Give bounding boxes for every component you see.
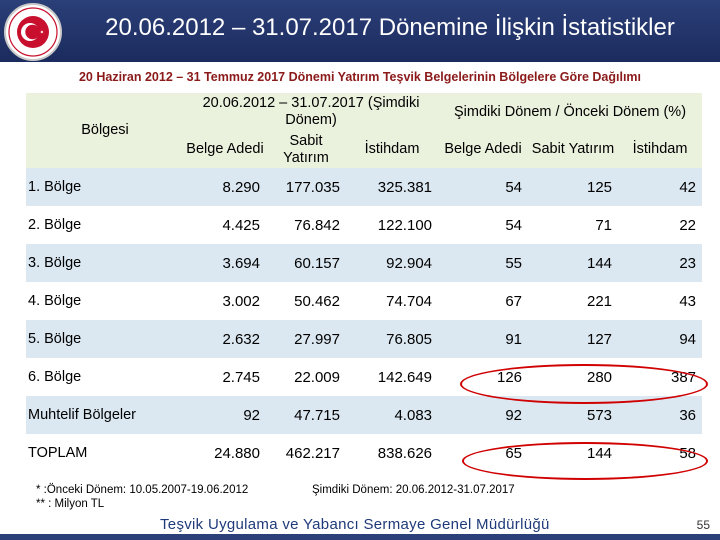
cell-p-istihdam: 23 <box>618 244 703 282</box>
cell-belge: 8.290 <box>184 168 266 206</box>
cell-p-belge: 55 <box>438 244 529 282</box>
cell-p-belge: 67 <box>438 282 529 320</box>
table-row: Muhtelif Bölgeler 92 47.715 4.083 92 573 36 <box>26 396 703 434</box>
cell-sabit: 76.842 <box>266 206 346 244</box>
footnote-unit: ** : Milyon TL <box>36 498 105 510</box>
col-sabit-header: Sabit Yatırım <box>266 131 346 168</box>
table-row: 2. Bölge 4.425 76.842 122.100 54 71 22 <box>26 206 703 244</box>
cell-sabit: 177.035 <box>266 168 346 206</box>
cell-p-sabit: 125 <box>528 168 619 206</box>
table-row: 5. Bölge 2.632 27.997 76.805 91 127 94 <box>26 320 703 358</box>
cell-p-istihdam: 42 <box>618 168 703 206</box>
page-title: 20.06.2012 – 31.07.2017 Dönemine İlişkin… <box>105 14 675 41</box>
statistics-table: Bölgesi 20.06.2012 – 31.07.2017 (Şimdiki… <box>26 93 703 472</box>
header-bar: 20.06.2012 – 31.07.2017 Dönemine İlişkin… <box>0 0 720 62</box>
ministry-logo-icon <box>4 3 62 61</box>
cell-belge: 2.632 <box>184 320 266 358</box>
cell-p-belge: 54 <box>438 206 529 244</box>
cell-belge: 2.745 <box>184 358 266 396</box>
cell-p-belge: 65 <box>438 434 529 472</box>
cell-region: 4. Bölge <box>26 282 184 320</box>
cell-p-sabit: 144 <box>528 244 619 282</box>
cell-belge: 4.425 <box>184 206 266 244</box>
cell-sabit: 47.715 <box>266 396 346 434</box>
cell-p-sabit: 71 <box>528 206 619 244</box>
cell-sabit: 50.462 <box>266 282 346 320</box>
cell-p-istihdam: 58 <box>618 434 703 472</box>
cell-sabit: 462.217 <box>266 434 346 472</box>
cell-p-istihdam: 36 <box>618 396 703 434</box>
cell-region: 3. Bölge <box>26 244 184 282</box>
table-row: TOPLAM 24.880 462.217 838.626 65 144 58 <box>26 434 703 472</box>
footnote-previous-period: * :Önceki Dönem: 10.05.2007-19.06.2012 <box>36 484 249 496</box>
cell-istihdam: 74.704 <box>346 282 439 320</box>
cell-istihdam: 838.626 <box>346 434 439 472</box>
cell-region: TOPLAM <box>26 434 184 472</box>
footer-title: Teşvik Uygulama ve Yabancı Sermaye Genel… <box>160 516 550 533</box>
cell-sabit: 60.157 <box>266 244 346 282</box>
cell-istihdam: 76.805 <box>346 320 439 358</box>
footnote-current-period: Şimdiki Dönem: 20.06.2012-31.07.2017 <box>312 484 515 496</box>
table-row: 6. Bölge 2.745 22.009 142.649 126 280 387 <box>26 358 703 396</box>
cell-istihdam: 122.100 <box>346 206 439 244</box>
cell-p-belge: 92 <box>438 396 529 434</box>
footer-bar <box>0 534 720 540</box>
cell-p-istihdam: 387 <box>618 358 703 396</box>
region-header: Bölgesi <box>26 93 184 168</box>
col-p-belge-header: Belge Adedi <box>438 131 529 168</box>
cell-p-sabit: 221 <box>528 282 619 320</box>
cell-istihdam: 142.649 <box>346 358 439 396</box>
table-row: 1. Bölge 8.290 177.035 325.381 54 125 42 <box>26 168 703 206</box>
cell-p-istihdam: 22 <box>618 206 703 244</box>
col-p-istihdam-header: İstihdam <box>618 131 703 168</box>
cell-region: Muhtelif Bölgeler <box>26 396 184 434</box>
cell-p-sabit: 280 <box>528 358 619 396</box>
statistics-table-body: 1. Bölge 8.290 177.035 325.381 54 125 42 2. Böl… <box>26 168 703 472</box>
cell-region: 5. Bölge <box>26 320 184 358</box>
cell-p-belge: 126 <box>438 358 529 396</box>
cell-p-istihdam: 43 <box>618 282 703 320</box>
cell-belge: 24.880 <box>184 434 266 472</box>
col-istihdam-header: İstihdam <box>346 131 439 168</box>
cell-belge: 92 <box>184 396 266 434</box>
cell-belge: 3.002 <box>184 282 266 320</box>
cell-region: 6. Bölge <box>26 358 184 396</box>
current-period-header: 20.06.2012 – 31.07.2017 (Şimdiki Dönem) <box>184 93 439 131</box>
cell-istihdam: 4.083 <box>346 396 439 434</box>
page-number: 55 <box>696 518 710 532</box>
col-p-sabit-header: Sabit Yatırım <box>528 131 619 168</box>
table-row: 3. Bölge 3.694 60.157 92.904 55 144 23 <box>26 244 703 282</box>
cell-p-belge: 91 <box>438 320 529 358</box>
cell-region: 2. Bölge <box>26 206 184 244</box>
cell-p-istihdam: 94 <box>618 320 703 358</box>
cell-p-belge: 54 <box>438 168 529 206</box>
table-row: 4. Bölge 3.002 50.462 74.704 67 221 43 <box>26 282 703 320</box>
cell-istihdam: 92.904 <box>346 244 439 282</box>
cell-belge: 3.694 <box>184 244 266 282</box>
cell-p-sabit: 144 <box>528 434 619 472</box>
cell-sabit: 27.997 <box>266 320 346 358</box>
cell-p-sabit: 573 <box>528 396 619 434</box>
cell-istihdam: 325.381 <box>346 168 439 206</box>
cell-sabit: 22.009 <box>266 358 346 396</box>
cell-region: 1. Bölge <box>26 168 184 206</box>
table-subtitle: 20 Haziran 2012 – 31 Temmuz 2017 Dönemi … <box>78 70 642 84</box>
ratio-header: Şimdiki Dönem / Önceki Dönem (%) <box>438 93 703 131</box>
cell-p-sabit: 127 <box>528 320 619 358</box>
col-belge-header: Belge Adedi <box>184 131 266 168</box>
